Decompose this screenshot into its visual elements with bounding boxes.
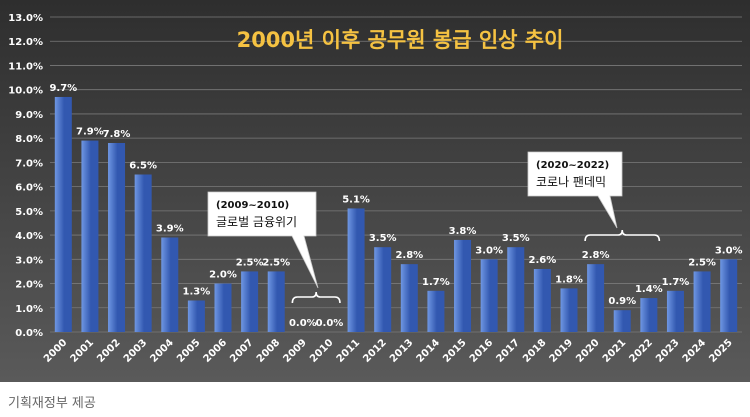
value-label: 2.8% xyxy=(395,250,423,261)
bar xyxy=(161,237,179,332)
value-label: 6.5% xyxy=(129,161,157,172)
bar xyxy=(81,140,99,332)
bar xyxy=(560,288,578,332)
value-label: 3.0% xyxy=(715,245,743,256)
value-label: 1.7% xyxy=(662,277,690,288)
bar xyxy=(454,239,472,332)
bar xyxy=(427,290,445,332)
value-label: 2.0% xyxy=(209,270,237,281)
value-label: 2.5% xyxy=(262,257,290,268)
annotation-callout xyxy=(207,191,319,289)
annotation-text: 글로벌 금융위기 xyxy=(216,215,297,229)
value-label: 0.0% xyxy=(289,318,317,329)
value-labels: 9.7%7.9%7.8%6.5%3.9%1.3%2.0%2.5%2.5%0.0%… xyxy=(49,83,742,329)
bar xyxy=(533,269,551,332)
y-tick-label: 2.0% xyxy=(15,280,43,291)
annotation-bracket xyxy=(291,291,341,304)
bar xyxy=(613,310,631,332)
y-tick-label: 9.0% xyxy=(15,110,43,121)
bar xyxy=(693,271,711,332)
value-label: 7.9% xyxy=(76,127,104,138)
bar xyxy=(507,247,525,332)
y-tick-label: 7.0% xyxy=(15,158,43,169)
value-label: 1.8% xyxy=(555,274,583,285)
annotation-callout xyxy=(527,151,623,229)
value-label: 2.5% xyxy=(236,257,264,268)
value-label: 3.8% xyxy=(449,226,477,237)
bar xyxy=(666,290,684,332)
bar xyxy=(134,174,152,332)
value-label: 1.7% xyxy=(422,277,450,288)
y-tick-label: 3.0% xyxy=(15,255,43,266)
value-label: 0.0% xyxy=(316,318,344,329)
chart-area: 0.0% 1.0% 2.0% 3.0% 4.0% 5.0% 6.0% 7.0% 8.0% 9.0%… xyxy=(0,0,750,382)
y-tick-label: 12.0% xyxy=(8,37,43,48)
value-label: 9.7% xyxy=(49,83,77,94)
annotation-period: (2020~2022) xyxy=(536,160,609,171)
bar xyxy=(480,259,498,332)
annotations: (2009~2010) 글로벌 금융위기 (2020~2022) 코로나 팬데믹 xyxy=(207,151,661,304)
y-tick-label: 13.0% xyxy=(8,13,43,24)
value-label: 5.1% xyxy=(342,194,370,205)
annotation-period: (2009~2010) xyxy=(216,200,289,211)
value-label: 0.9% xyxy=(608,296,636,307)
value-label: 1.4% xyxy=(635,284,663,295)
value-label: 3.5% xyxy=(369,233,397,244)
bar xyxy=(267,271,285,332)
bar xyxy=(214,283,232,332)
y-tick-label: 0.0% xyxy=(15,328,43,339)
image-caption: 기획재정부 제공 xyxy=(8,396,96,411)
bar xyxy=(54,96,72,332)
value-label: 3.9% xyxy=(156,224,184,235)
value-label: 2.5% xyxy=(688,257,716,268)
y-tick-label: 11.0% xyxy=(8,61,43,72)
y-tick-label: 6.0% xyxy=(15,183,43,194)
salary-increase-chart: 0.0% 1.0% 2.0% 3.0% 4.0% 5.0% 6.0% 7.0% 8.0% 9.0%… xyxy=(0,0,750,382)
bar xyxy=(347,208,365,332)
value-label: 7.8% xyxy=(103,129,131,140)
annotation-bracket xyxy=(584,229,661,242)
y-tick-label: 5.0% xyxy=(15,207,43,218)
bar xyxy=(587,264,605,332)
value-label: 3.5% xyxy=(502,233,530,244)
y-tick-label: 8.0% xyxy=(15,134,43,145)
bar xyxy=(187,300,205,332)
bar xyxy=(108,143,126,332)
value-label: 3.0% xyxy=(475,245,503,256)
bar xyxy=(720,259,738,332)
bar xyxy=(374,247,392,332)
bar xyxy=(640,298,658,332)
bars xyxy=(54,96,738,332)
value-label: 2.8% xyxy=(582,250,610,261)
y-tick-label: 10.0% xyxy=(8,86,43,97)
y-tick-label: 1.0% xyxy=(15,304,43,315)
chart-title: 2000년 이후 공무원 봉급 인상 추이 xyxy=(237,28,564,52)
y-tick-label: 4.0% xyxy=(15,231,43,242)
value-label: 2.6% xyxy=(529,255,557,266)
value-label: 1.3% xyxy=(183,287,211,298)
bar xyxy=(241,271,259,332)
bar xyxy=(400,264,418,332)
y-axis-ticks: 0.0% 1.0% 2.0% 3.0% 4.0% 5.0% 6.0% 7.0% 8.0% 9.0%… xyxy=(8,13,43,339)
annotation-text: 코로나 팬데믹 xyxy=(536,175,606,189)
